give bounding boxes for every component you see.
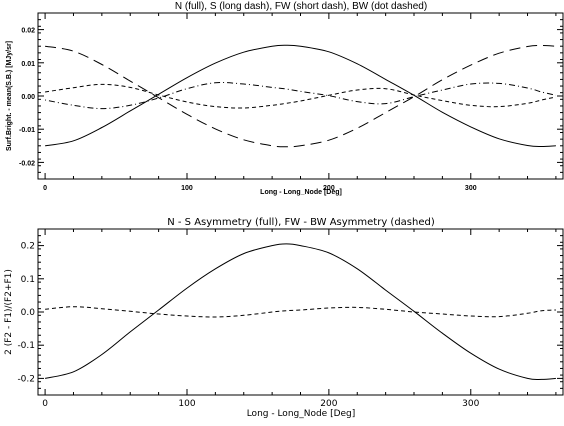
top-series-n bbox=[45, 44, 556, 148]
top-plot-frame bbox=[37, 12, 564, 180]
top-y-tick-label: -0.01 bbox=[19, 127, 35, 134]
bottom-x-tick-label: 100 bbox=[178, 399, 195, 409]
top-axis-ticks: 0 100 200 300 -0.02 -0.01 0.00 0.01 0.02 bbox=[19, 13, 563, 192]
bottom-y-tick-label: 0.2 bbox=[21, 242, 35, 252]
bottom-plot-frame bbox=[37, 228, 564, 396]
top-y-tick-label: 0.01 bbox=[21, 61, 35, 68]
bottom-y-tick-label: -0.2 bbox=[17, 374, 35, 384]
top-x-tick-label: 0 bbox=[43, 185, 47, 192]
bottom-chart-title: N - S Asymmetry (full), FW - BW Asymmetr… bbox=[167, 217, 435, 228]
top-chart-title: N (full), S (long dash), FW (short dash)… bbox=[175, 1, 427, 12]
top-x-axis-label: Long - Long_Node [Deg] bbox=[260, 189, 342, 196]
bottom-y-tick-label: -0.1 bbox=[17, 341, 35, 351]
top-y-tick-label: -0.02 bbox=[19, 160, 35, 167]
top-y-axis-label: Surf.Bright. - mean(S.B.) [MJy/sr] bbox=[6, 41, 13, 151]
bottom-y-tick-label: 0.0 bbox=[21, 308, 36, 318]
top-series-s bbox=[45, 44, 556, 148]
bottom-series-fw-bw bbox=[45, 306, 556, 318]
bottom-series-group bbox=[44, 243, 556, 381]
top-x-tick-label: 100 bbox=[181, 185, 193, 192]
bottom-x-tick-label: 200 bbox=[320, 399, 337, 409]
top-x-tick-label: 300 bbox=[465, 185, 477, 192]
bottom-series-n-s bbox=[44, 243, 556, 381]
top-x-tick-label: 200 bbox=[323, 185, 335, 192]
top-panel: N (full), S (long dash), FW (short dash)… bbox=[6, 1, 564, 196]
bottom-panel: N - S Asymmetry (full), FW - BW Asymmetr… bbox=[4, 217, 564, 419]
top-y-tick-label: 0.00 bbox=[21, 94, 35, 101]
top-y-tick-label: 0.02 bbox=[21, 28, 35, 35]
bottom-x-tick-label: 0 bbox=[42, 399, 48, 409]
bottom-y-axis-label: 2 (F2 - F1)/(F2+F1) bbox=[4, 269, 14, 355]
bottom-y-tick-label: 0.1 bbox=[21, 275, 35, 285]
bottom-axis-ticks: 0 100 200 300 -0.2 -0.1 0.0 0.1 0.2 bbox=[17, 228, 563, 409]
bottom-x-axis-label: Long - Long_Node [Deg] bbox=[247, 409, 356, 419]
top-series-fw bbox=[45, 83, 557, 109]
top-series-group bbox=[45, 44, 557, 148]
bottom-x-tick-label: 300 bbox=[462, 399, 479, 409]
